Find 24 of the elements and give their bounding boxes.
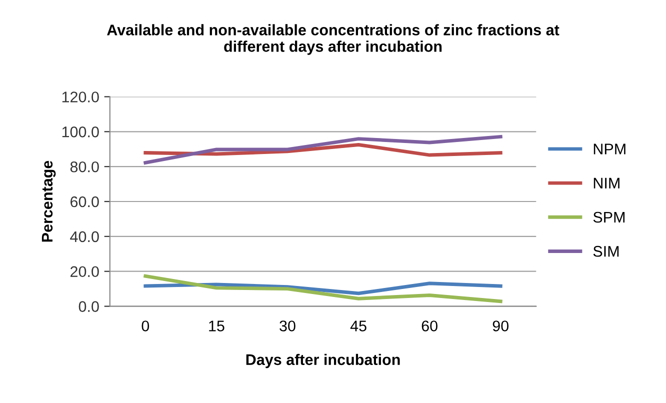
- x-tick-label: 15: [209, 320, 224, 332]
- line-series: [144, 143, 502, 157]
- x-tick-label: 45: [350, 320, 366, 332]
- chart-title: Available and non-available concentrations of zinc fractions at different days after incubation: [107, 24, 560, 55]
- line-series: [144, 134, 502, 164]
- y-tick-label: 40.0: [70, 231, 99, 242]
- y-tick-label: 120.0: [62, 92, 99, 102]
- legend-label: NIM: [594, 178, 620, 188]
- y-tick-label: 100.0: [62, 126, 99, 138]
- line-series: [144, 282, 502, 296]
- x-tick-label: 0: [142, 320, 150, 332]
- x-tick-label: 60: [422, 320, 438, 332]
- y-tick-label: 60.0: [70, 196, 99, 208]
- legend-label: SPM: [593, 212, 625, 223]
- line-series: [144, 274, 502, 304]
- x-axis-title: Days after incubation: [246, 354, 400, 368]
- y-tick-label: 20.0: [70, 266, 99, 278]
- y-axis-title: Percentage: [42, 160, 56, 242]
- legend-label: SIM: [593, 246, 619, 257]
- legend-label: NPM: [594, 144, 626, 154]
- y-tick-label: 0.0: [78, 301, 99, 312]
- y-tick-label: 80.0: [70, 161, 99, 172]
- x-tick-label: 90: [492, 320, 509, 332]
- x-tick-label: 30: [280, 320, 296, 332]
